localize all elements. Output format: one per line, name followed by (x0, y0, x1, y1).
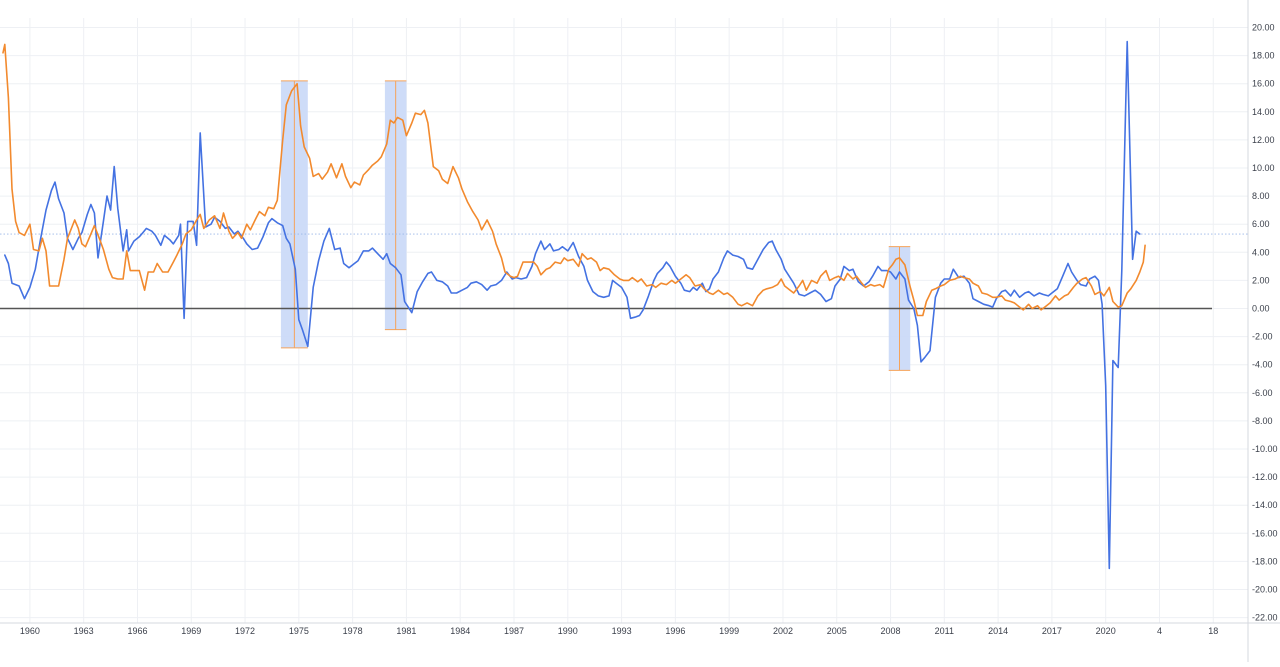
x-tick-label: 18 (1208, 626, 1218, 636)
data-series (2, 40, 1146, 570)
y-tick-label: 4.00 (1252, 247, 1270, 257)
y-tick-label: 20.00 (1252, 23, 1275, 33)
x-tick-label: 1984 (450, 626, 470, 636)
y-axis: 20.00 18.00 16.00 14.00 12.00 10.00 8.00 6.00 4.… (1247, 0, 1278, 662)
y-tick-label: 6.00 (1252, 219, 1270, 229)
reference-lines (0, 233, 1248, 310)
y-tick-label: -4.00 (1252, 360, 1273, 370)
x-tick-label: 1963 (74, 626, 94, 636)
gridlines (0, 18, 1248, 623)
x-tick-label: 1972 (235, 626, 255, 636)
y-tick-label: -10.00 (1252, 444, 1278, 454)
x-tick-label: 1981 (396, 626, 416, 636)
x-tick-label: 2002 (773, 626, 793, 636)
y-tick-label: 12.00 (1252, 135, 1275, 145)
x-tick-label: 4 (1157, 626, 1162, 636)
x-tick-label: 2020 (1096, 626, 1116, 636)
x-tick-label: 2017 (1042, 626, 1062, 636)
x-tick-label: 1975 (289, 626, 309, 636)
y-tick-label: -2.00 (1252, 332, 1273, 342)
x-tick-label: 1993 (612, 626, 632, 636)
x-axis: 1960 1963 1966 1969 1972 1975 1978 1981 1984 1987… (0, 622, 1280, 636)
y-tick-label: 2.00 (1252, 275, 1270, 285)
x-tick-label: 1978 (343, 626, 363, 636)
x-tick-label: 1969 (181, 626, 201, 636)
y-tick-label: -6.00 (1252, 388, 1273, 398)
x-tick-label: 1960 (20, 626, 40, 636)
y-tick-label: -16.00 (1252, 528, 1278, 538)
y-tick-label: -20.00 (1252, 585, 1278, 595)
y-tick-label: 18.00 (1252, 51, 1275, 61)
x-tick-label: 1966 (127, 626, 147, 636)
y-tick-label: -14.00 (1252, 500, 1278, 510)
y-tick-label: -12.00 (1252, 472, 1278, 482)
x-tick-label: 2014 (988, 626, 1008, 636)
x-tick-label: 2011 (935, 626, 954, 636)
y-tick-label: -8.00 (1252, 416, 1273, 426)
x-tick-label: 1987 (504, 626, 524, 636)
y-tick-label: 0.00 (1252, 304, 1270, 314)
x-tick-label: 1999 (719, 626, 739, 636)
y-tick-label: -22.00 (1252, 613, 1278, 623)
y-tick-label: -18.00 (1252, 556, 1278, 566)
y-tick-label: 10.00 (1252, 163, 1275, 173)
series-blue-line (4, 40, 1141, 570)
y-tick-label: 8.00 (1252, 191, 1270, 201)
x-tick-label: 2008 (881, 626, 901, 636)
x-tick-label: 1996 (665, 626, 685, 636)
series-orange-line (2, 43, 1146, 317)
x-tick-label: 1990 (558, 626, 578, 636)
x-tick-label: 2005 (827, 626, 847, 636)
y-tick-label: 14.00 (1252, 107, 1275, 117)
y-tick-label: 16.00 (1252, 79, 1275, 89)
